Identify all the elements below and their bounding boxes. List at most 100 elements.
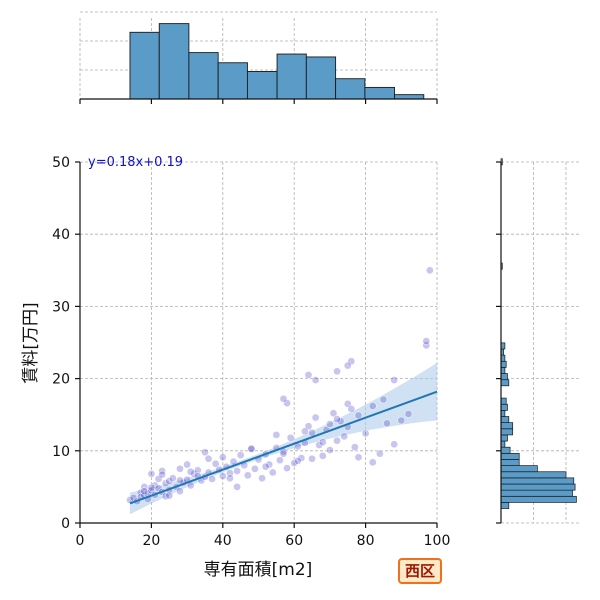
- scatter-point: [236, 451, 245, 459]
- x-tick-label: 0: [76, 533, 85, 549]
- scatter-point: [333, 367, 341, 376]
- scatter-point: [261, 462, 270, 471]
- right-hist-bar: [500, 446, 511, 454]
- scatter-point: [354, 453, 363, 462]
- regression-equation: y=0.18x+0.19: [88, 155, 183, 170]
- top-hist-bar: [364, 86, 395, 100]
- scatter-point: [233, 467, 241, 475]
- top-hist-bar: [188, 52, 219, 100]
- scatter-point: [286, 433, 295, 442]
- right-hist-bar: [500, 471, 567, 479]
- scatter-point: [368, 402, 377, 410]
- top-hist-bar: [394, 94, 425, 100]
- x-tick-label: 40: [214, 533, 232, 549]
- scatter-point: [279, 394, 288, 403]
- right-hist-bar: [500, 403, 508, 411]
- x-tick-label: 80: [357, 533, 375, 549]
- scatter-point: [390, 376, 399, 384]
- top-hist-bar: [217, 62, 248, 100]
- scatter-point: [326, 420, 334, 428]
- scatter-point: [147, 470, 156, 478]
- right-hist-bar: [500, 502, 510, 509]
- right-hist-bar: [500, 416, 510, 423]
- x-axis-label: 専有面積[m2]: [204, 560, 313, 580]
- scatter-point: [268, 468, 277, 477]
- x-tick-label: 60: [285, 533, 303, 549]
- right-hist-bar: [500, 483, 576, 491]
- right-hist-bar: [500, 373, 508, 381]
- top-hist-bar: [305, 56, 337, 100]
- top-hist-bar: [158, 23, 190, 100]
- scatter-point: [383, 419, 391, 428]
- scatter-point: [318, 438, 327, 446]
- y-tick-label: 0: [61, 516, 70, 532]
- confidence-band: [129, 362, 438, 515]
- x-tick-label: 100: [424, 533, 451, 549]
- scatter-point: [276, 456, 284, 465]
- scatter-point: [201, 448, 209, 457]
- right-hist-bar: [500, 422, 514, 430]
- scatter-point: [311, 376, 320, 384]
- y-tick-label: 10: [52, 444, 70, 460]
- scatter-point: [422, 341, 431, 350]
- scatter-point: [243, 471, 252, 480]
- confidence-band-area: [129, 362, 438, 515]
- scatter-point: [311, 413, 320, 422]
- scatter-point: [176, 465, 184, 473]
- scatter-point: [140, 487, 149, 496]
- scatter-point: [165, 491, 174, 500]
- regression-line-group: [129, 390, 438, 505]
- scatter-point: [293, 457, 302, 465]
- y-tick-label: 30: [52, 299, 70, 315]
- scatter-point: [351, 443, 359, 452]
- district-badge: 西区: [398, 558, 443, 584]
- y-tick-label: 40: [52, 227, 70, 243]
- scatter-point: [272, 431, 281, 439]
- scatter-point: [158, 470, 166, 479]
- scatter-point: [426, 266, 434, 275]
- scatter-point: [343, 361, 352, 370]
- tick-labels: 0 20 40 60 80 100 0 10 20 30 40 50: [52, 155, 450, 549]
- right-histogram: [500, 158, 577, 509]
- scatter-point: [251, 465, 259, 473]
- right-hist-bar: [500, 379, 510, 387]
- scatter-point: [218, 472, 227, 480]
- scatter-point: [204, 454, 213, 463]
- scatter-point: [333, 436, 341, 445]
- y-tick-label: 50: [52, 155, 70, 171]
- scatter-point: [361, 429, 370, 438]
- scatter-point: [183, 460, 191, 469]
- regression-line: [129, 390, 438, 505]
- scatter-point: [186, 467, 195, 476]
- right-hist-bar: [500, 428, 514, 436]
- scatter-point: [304, 371, 313, 379]
- top-histogram: [129, 23, 425, 100]
- scatter-point: [218, 453, 227, 462]
- right-hist-bar: [500, 360, 507, 368]
- y-tick-label: 20: [52, 372, 70, 388]
- scatter-point: [226, 474, 234, 483]
- scatter-point: [376, 449, 384, 458]
- scatter-point: [368, 458, 377, 467]
- scatter-point: [168, 474, 177, 483]
- scatter-point: [147, 483, 156, 492]
- scatter-point: [422, 337, 431, 345]
- scatter-point: [176, 476, 184, 485]
- scatter-point: [279, 449, 288, 458]
- top-hist-bar: [276, 53, 307, 100]
- scatter-point: [340, 432, 349, 441]
- scatter-point: [233, 483, 241, 491]
- y-axis-label: 賃料[万円]: [21, 302, 41, 383]
- scatter-point: [247, 444, 256, 453]
- scatter-point: [354, 411, 363, 420]
- scatter-points: [126, 266, 434, 506]
- right-hist-bar: [500, 495, 577, 503]
- scatter-point: [258, 474, 266, 483]
- scatter-point: [404, 410, 413, 418]
- right-hist-bar: [500, 397, 507, 405]
- right-hist-bar: [500, 452, 520, 460]
- scatter-point: [347, 405, 356, 413]
- right-hist-bar: [500, 459, 520, 466]
- scatter-point: [283, 464, 291, 472]
